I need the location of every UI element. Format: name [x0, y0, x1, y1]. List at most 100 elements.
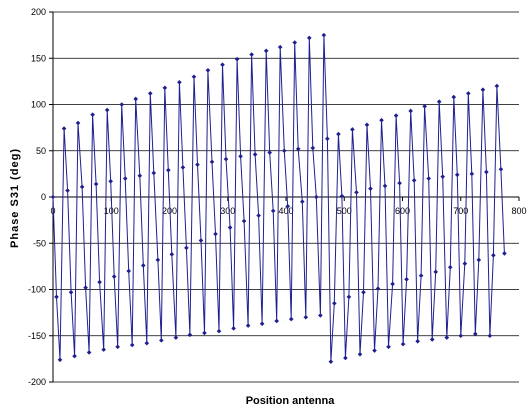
- data-point: [321, 32, 327, 38]
- data-point: [487, 333, 493, 339]
- data-point: [343, 355, 348, 361]
- data-point: [350, 127, 355, 132]
- data-point: [68, 289, 74, 295]
- data-point: [444, 335, 450, 340]
- data-point: [364, 122, 370, 128]
- data-point: [119, 102, 125, 107]
- data-point: [72, 353, 77, 359]
- data-point: [404, 277, 409, 282]
- data-point: [267, 150, 272, 155]
- data-point: [259, 321, 265, 327]
- data-point: [65, 188, 70, 193]
- data-point: [147, 91, 153, 96]
- data-point: [241, 218, 247, 224]
- data-point: [433, 269, 439, 275]
- data-point: [173, 335, 179, 340]
- data-point: [187, 332, 193, 338]
- data-point: [415, 339, 420, 344]
- data-point: [61, 126, 67, 131]
- y-tick-label: -50: [33, 238, 46, 248]
- data-point: [111, 274, 117, 279]
- data-point: [169, 252, 175, 257]
- data-point: [498, 166, 504, 172]
- data-point: [126, 268, 132, 274]
- data-point: [249, 52, 254, 57]
- data-point: [328, 359, 334, 364]
- data-point: [227, 225, 233, 230]
- data-point: [79, 184, 85, 190]
- series-layer: [50, 32, 507, 364]
- data-point: [54, 294, 59, 300]
- y-axis-title: Phase S31 (deg): [9, 148, 21, 248]
- data-point: [458, 333, 464, 339]
- data-point: [129, 342, 135, 348]
- x-tick-label: 400: [278, 206, 293, 216]
- data-point: [151, 170, 157, 176]
- data-point: [303, 314, 309, 320]
- data-point: [454, 172, 460, 178]
- data-point: [220, 62, 225, 68]
- data-point: [295, 146, 301, 152]
- x-tick-label: 500: [337, 206, 352, 216]
- data-point: [285, 203, 291, 209]
- data-point: [451, 94, 457, 100]
- data-point: [466, 91, 471, 96]
- data-point: [133, 96, 139, 102]
- data-point: [159, 338, 164, 343]
- data-point: [231, 326, 236, 331]
- data-point: [336, 131, 341, 137]
- data-point: [313, 194, 319, 200]
- data-point: [484, 169, 489, 175]
- y-tick-label: -200: [28, 377, 46, 387]
- x-axis-title: Position antenna: [246, 395, 336, 407]
- data-point: [318, 313, 323, 318]
- data-point: [93, 181, 99, 187]
- data-point: [393, 113, 399, 118]
- y-tick-label: 50: [36, 146, 46, 156]
- data-point: [354, 190, 359, 195]
- data-point: [480, 87, 486, 92]
- y-tick-label: 100: [31, 100, 46, 110]
- grid-layer: [53, 11, 519, 383]
- data-point: [90, 112, 95, 117]
- data-point: [397, 180, 402, 186]
- data-point: [83, 285, 88, 290]
- data-point: [140, 263, 146, 268]
- data-point: [223, 156, 229, 162]
- data-point: [361, 289, 366, 295]
- data-point: [97, 279, 102, 285]
- data-point: [339, 193, 345, 199]
- data-point: [166, 167, 171, 173]
- data-point: [256, 213, 261, 218]
- y-tick-label: 150: [31, 53, 46, 63]
- data-point: [491, 252, 496, 258]
- data-point: [86, 350, 92, 355]
- data-point: [263, 48, 269, 54]
- data-point: [408, 108, 413, 114]
- data-point: [436, 99, 442, 105]
- data-point: [476, 257, 482, 263]
- data-point: [372, 348, 377, 353]
- data-point: [234, 56, 240, 62]
- x-tick-label: 600: [395, 206, 410, 216]
- data-point: [57, 357, 63, 363]
- data-point: [382, 183, 388, 189]
- data-point: [101, 347, 106, 352]
- data-point: [205, 67, 211, 73]
- data-point: [137, 173, 143, 179]
- data-point: [177, 80, 182, 85]
- data-point: [270, 208, 276, 214]
- x-tick-label: 700: [453, 206, 468, 216]
- data-point: [332, 301, 337, 306]
- data-point: [310, 145, 316, 151]
- y-tick-label: 0: [41, 192, 46, 202]
- data-point: [115, 344, 120, 350]
- data-point: [277, 44, 283, 50]
- data-point: [346, 294, 352, 300]
- data-point: [191, 74, 197, 80]
- y-tick-label: -150: [28, 331, 46, 341]
- data-point: [462, 261, 468, 266]
- data-point: [155, 257, 161, 263]
- data-point: [195, 162, 200, 167]
